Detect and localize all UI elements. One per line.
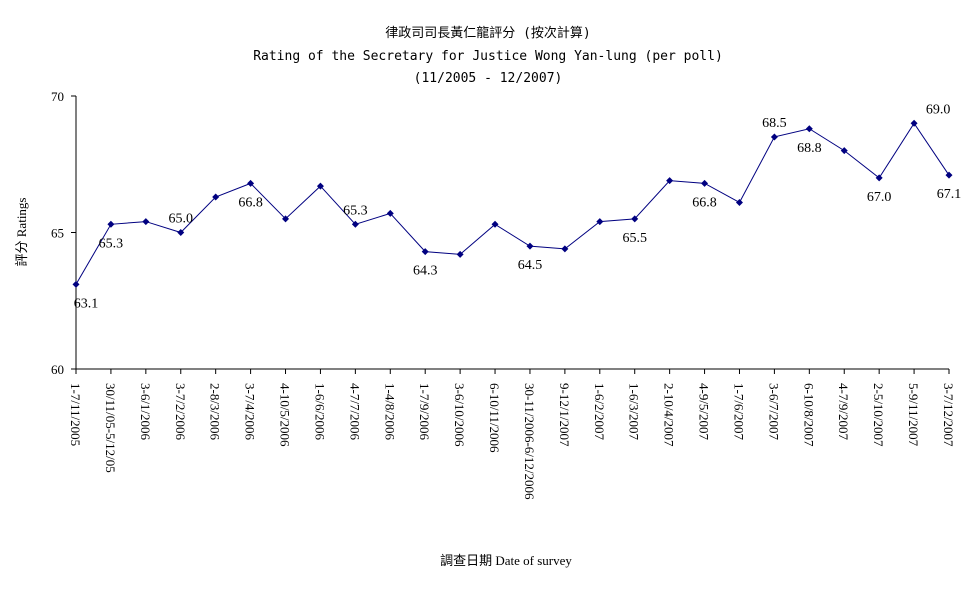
y-tick-label: 70 [51, 89, 64, 104]
x-tick-label: 1-6/6/2006 [312, 383, 327, 441]
x-tick-label: 2-10/4/2007 [662, 383, 677, 447]
x-tick-label: 3-6/7/2007 [766, 383, 781, 441]
x-tick-label: 5-9/11/2007 [906, 383, 921, 447]
marker [945, 171, 953, 179]
x-axis-label: 調查日期 Date of survey [440, 553, 572, 568]
marker [701, 179, 709, 187]
marker [526, 242, 534, 250]
data-label: 65.3 [343, 203, 368, 218]
x-tick-label: 2-8/3/2006 [208, 383, 223, 441]
data-label: 66.8 [238, 195, 263, 210]
x-tick-label: 1-7/11/2005 [68, 383, 83, 446]
marker [351, 220, 359, 228]
x-tick-label: 3-7/2/2006 [173, 383, 188, 441]
marker [735, 198, 743, 206]
data-label: 64.5 [518, 258, 543, 273]
x-tick-label: 3-7/4/2006 [243, 383, 258, 441]
data-label: 66.8 [692, 195, 717, 210]
marker [316, 182, 324, 190]
marker [107, 220, 115, 228]
chart-title: 律政司司長黃仁龍評分 (按次計算) [385, 25, 590, 41]
x-tick-label: 9-12/1/2007 [557, 383, 572, 447]
x-tick-label: 1-7/9/2006 [417, 383, 432, 441]
marker [247, 179, 255, 187]
marker [386, 209, 394, 217]
x-tick-label: 3-6/10/2006 [452, 383, 467, 447]
x-tick-label: 3-6/1/2006 [138, 383, 153, 441]
marker [177, 229, 185, 236]
marker [770, 133, 778, 141]
x-tick-label: 4-9/5/2007 [697, 383, 712, 441]
x-tick-label: 30/11/05-5/12/05 [103, 383, 118, 473]
marker [142, 218, 150, 226]
x-tick-label: 1-6/2/2007 [592, 383, 607, 441]
data-label: 68.8 [797, 141, 822, 156]
data-label: 67.0 [867, 190, 892, 205]
marker [456, 250, 464, 258]
y-axis-label: 評分 Ratings [14, 198, 29, 267]
marker [212, 193, 220, 201]
x-tick-label: 1-4/8/2006 [382, 383, 397, 441]
data-label: 64.3 [413, 264, 438, 279]
marker [910, 119, 918, 127]
x-tick-label: 3-7/12/2007 [941, 383, 956, 447]
y-tick-label: 65 [51, 226, 64, 241]
x-tick-label: 30-11/2006-6/12/2006 [522, 383, 537, 500]
marker [840, 147, 848, 155]
marker [666, 177, 674, 185]
data-label: 65.0 [169, 212, 194, 227]
marker [72, 280, 80, 288]
chart-subtitle: Rating of the Secretary for Justice Wong… [253, 49, 723, 64]
x-tick-label: 2-5/10/2007 [871, 383, 886, 447]
chart-period: (11/2005 - 12/2007) [414, 71, 563, 86]
marker [421, 248, 429, 256]
line [75, 122, 950, 285]
data-label: 68.5 [762, 116, 787, 131]
data-label: 63.1 [74, 296, 99, 311]
marker [805, 125, 813, 133]
x-tick-label: 6-10/11/2006 [487, 383, 502, 453]
x-tick-label: 4-10/5/2006 [278, 383, 293, 447]
y-tick-label: 60 [51, 362, 64, 377]
marker [561, 245, 569, 253]
data-label: 67.1 [937, 187, 962, 202]
marker [491, 220, 499, 228]
data-label: 69.0 [926, 102, 951, 117]
marker [631, 215, 639, 223]
marker [596, 218, 604, 226]
x-tick-label: 6-10/8/2007 [801, 383, 816, 447]
x-tick-label: 4-7/9/2007 [836, 383, 851, 441]
data-label: 65.5 [622, 231, 647, 246]
marker [282, 215, 290, 223]
marker [875, 174, 883, 182]
x-tick-label: 1-7/6/2007 [731, 383, 746, 441]
x-tick-label: 4-7/7/2006 [347, 383, 362, 441]
x-tick-label: 1-6/3/2007 [627, 383, 642, 441]
data-label: 65.3 [99, 236, 124, 251]
